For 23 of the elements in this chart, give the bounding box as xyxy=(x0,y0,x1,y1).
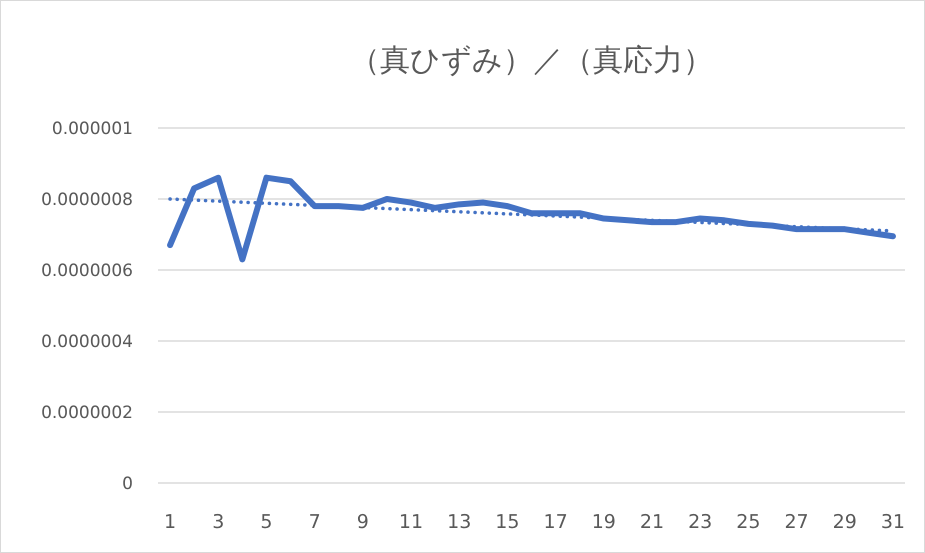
x-tick-label: 9 xyxy=(356,511,369,533)
x-tick-label: 27 xyxy=(784,511,809,533)
x-tick-label: 13 xyxy=(447,511,472,533)
x-tick-label: 15 xyxy=(495,511,520,533)
x-tick-label: 25 xyxy=(736,511,760,533)
y-tick-label: 0.0000006 xyxy=(41,261,133,281)
x-tick-label: 21 xyxy=(640,511,664,533)
x-tick-label: 5 xyxy=(260,511,272,533)
x-tick-label: 29 xyxy=(832,511,857,533)
x-tick-label: 31 xyxy=(880,511,906,533)
x-tick-label: 17 xyxy=(544,511,568,533)
y-tick-label: 0.0000004 xyxy=(41,332,133,352)
x-tick-label: 1 xyxy=(164,511,176,533)
x-tick-label: 23 xyxy=(688,511,712,533)
y-tick-label: 0 xyxy=(122,474,133,494)
x-tick-label: 3 xyxy=(212,511,224,533)
chart-title: （真ひずみ）／（真応力） xyxy=(350,43,713,78)
y-tick-label: 0.0000008 xyxy=(41,190,133,210)
x-tick-label: 19 xyxy=(592,511,616,533)
x-tick-label: 7 xyxy=(308,511,321,533)
x-tick-label: 11 xyxy=(398,511,424,533)
y-tick-label: 0.0000002 xyxy=(41,403,133,423)
y-tick-label: 0.000001 xyxy=(52,119,133,139)
